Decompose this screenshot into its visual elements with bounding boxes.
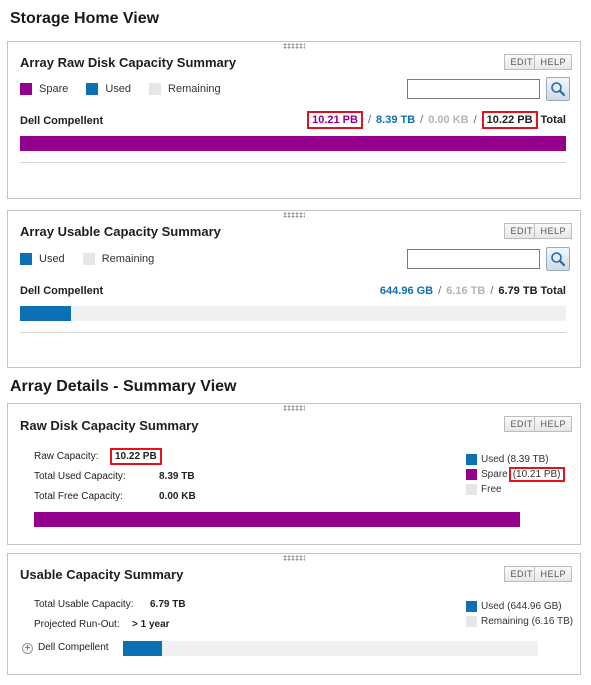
legend-used: Used (644.96 GB) bbox=[481, 601, 562, 612]
total-usable-value: 6.79 TB bbox=[150, 599, 186, 610]
total-usable-label: Total Usable Capacity: bbox=[34, 599, 134, 610]
legend-spare: Spare bbox=[481, 469, 508, 480]
raw-capacity-label: Raw Capacity: bbox=[34, 451, 99, 462]
capacity-totals: 10.21 PB / 8.39 TB / 0.00 KB / 10.22 PB … bbox=[307, 111, 566, 129]
legend: Spare Used Remaining bbox=[20, 83, 239, 95]
array-row-label: Dell Compellent bbox=[20, 115, 104, 127]
spare-swatch bbox=[20, 83, 32, 95]
search-button[interactable] bbox=[546, 247, 570, 271]
help-button[interactable]: HELP bbox=[534, 566, 572, 582]
total-used-value: 8.39 TB bbox=[159, 471, 195, 482]
total-value: 6.79 TB bbox=[498, 285, 538, 297]
total-label: Total bbox=[540, 114, 566, 126]
raw-capacity-bar[interactable] bbox=[20, 136, 566, 151]
total-label: Total bbox=[540, 285, 566, 297]
runout-value: > 1 year bbox=[132, 619, 170, 630]
remaining-swatch bbox=[82, 253, 95, 265]
legend-remaining: Remaining bbox=[101, 253, 155, 265]
usable-capacity-panel: Usable Capacity Summary EDIT HELP Total … bbox=[7, 553, 581, 675]
legend-used-item: Used (644.96 GB) bbox=[466, 599, 573, 614]
spare-swatch bbox=[466, 469, 477, 480]
used-swatch bbox=[466, 454, 477, 465]
panel-title: Usable Capacity Summary bbox=[20, 567, 184, 582]
remaining-value: 6.16 TB bbox=[446, 285, 486, 297]
legend-used: Used bbox=[105, 83, 132, 95]
spare-value: 10.21 PB bbox=[307, 111, 363, 129]
legend-spare: Spare bbox=[39, 83, 69, 95]
remaining-value: 0.00 KB bbox=[428, 114, 469, 126]
total-used-label: Total Used Capacity: bbox=[34, 471, 126, 482]
usable-detail-capacity-bar[interactable] bbox=[123, 641, 538, 656]
search-input[interactable] bbox=[407, 249, 540, 269]
capacity-totals: 644.96 GB / 6.16 TB / 6.79 TB Total bbox=[379, 285, 566, 297]
drag-handle-icon[interactable] bbox=[283, 555, 305, 561]
used-fill bbox=[123, 641, 162, 656]
array-row-label: Dell Compellent bbox=[20, 285, 104, 297]
total-free-row: Total Free Capacity: 0.00 KB bbox=[34, 491, 196, 502]
detail-legend: Used (644.96 GB) Remaining (6.16 TB) bbox=[466, 599, 573, 629]
panel-title: Array Raw Disk Capacity Summary bbox=[20, 55, 237, 70]
remaining-swatch bbox=[149, 83, 162, 95]
raw-capacity-value: 10.22 PB bbox=[110, 448, 162, 465]
drag-handle-icon[interactable] bbox=[283, 43, 305, 49]
help-button[interactable]: HELP bbox=[534, 223, 572, 239]
storage-home-heading: Storage Home View bbox=[10, 10, 160, 27]
total-free-value: 0.00 KB bbox=[159, 491, 196, 502]
legend-spare-item: Spare (10.21 PB) bbox=[466, 467, 565, 482]
legend-remaining: Remaining (6.16 TB) bbox=[481, 616, 574, 627]
used-swatch bbox=[20, 253, 32, 265]
legend-used: Used (8.39 TB) bbox=[481, 454, 549, 465]
used-fill bbox=[20, 306, 71, 321]
array-details-heading: Array Details - Summary View bbox=[10, 378, 237, 395]
magnifier-icon bbox=[551, 252, 566, 267]
total-value: 10.22 PB bbox=[481, 111, 538, 129]
detail-legend: Used (8.39 TB) Spare (10.21 PB) Free bbox=[466, 452, 565, 497]
used-value: 8.39 TB bbox=[376, 114, 416, 126]
drag-handle-icon[interactable] bbox=[283, 405, 305, 411]
magnifier-icon bbox=[551, 82, 566, 97]
array-row-label: Dell Compellent bbox=[38, 642, 109, 653]
legend-remaining: Remaining bbox=[168, 83, 221, 95]
used-swatch bbox=[86, 83, 99, 95]
total-free-label: Total Free Capacity: bbox=[34, 491, 123, 502]
legend: Used Remaining bbox=[20, 253, 172, 265]
expand-row-button[interactable]: + bbox=[22, 643, 33, 654]
divider bbox=[20, 332, 566, 333]
legend-free-item: Free bbox=[466, 482, 565, 497]
spare-fill bbox=[20, 136, 566, 151]
legend-used-item: Used (8.39 TB) bbox=[466, 452, 565, 467]
array-row: Dell Compellent bbox=[38, 642, 109, 653]
legend-remaining-item: Remaining (6.16 TB) bbox=[466, 614, 573, 629]
legend-used: Used bbox=[39, 253, 65, 265]
drag-handle-icon[interactable] bbox=[283, 212, 305, 218]
help-button[interactable]: HELP bbox=[534, 54, 572, 70]
raw-detail-capacity-bar[interactable] bbox=[34, 512, 520, 527]
remaining-swatch bbox=[466, 616, 477, 627]
raw-capacity-row: Raw Capacity: 10.22 PB bbox=[34, 448, 162, 465]
search-button[interactable] bbox=[546, 77, 570, 101]
used-swatch bbox=[466, 601, 477, 612]
usable-capacity-bar[interactable] bbox=[20, 306, 566, 321]
panel-title: Array Usable Capacity Summary bbox=[20, 224, 221, 239]
total-used-row: Total Used Capacity: 8.39 TB bbox=[34, 471, 195, 482]
array-raw-capacity-panel: Array Raw Disk Capacity Summary EDIT HEL… bbox=[7, 41, 581, 199]
legend-free: Free bbox=[481, 484, 502, 495]
runout-label: Projected Run-Out: bbox=[34, 619, 120, 630]
used-value: 644.96 GB bbox=[379, 285, 434, 297]
runout-row: Projected Run-Out: > 1 year bbox=[34, 619, 170, 630]
divider bbox=[20, 162, 566, 163]
spare-fill bbox=[34, 512, 520, 527]
total-usable-row: Total Usable Capacity: 6.79 TB bbox=[34, 599, 186, 610]
raw-disk-capacity-panel: Raw Disk Capacity Summary EDIT HELP Raw … bbox=[7, 403, 581, 545]
help-button[interactable]: HELP bbox=[534, 416, 572, 432]
legend-spare-value: (10.21 PB) bbox=[508, 467, 565, 482]
free-swatch bbox=[466, 484, 477, 495]
search-input[interactable] bbox=[407, 79, 540, 99]
array-usable-capacity-panel: Array Usable Capacity Summary EDIT HELP … bbox=[7, 210, 581, 368]
panel-title: Raw Disk Capacity Summary bbox=[20, 418, 199, 433]
